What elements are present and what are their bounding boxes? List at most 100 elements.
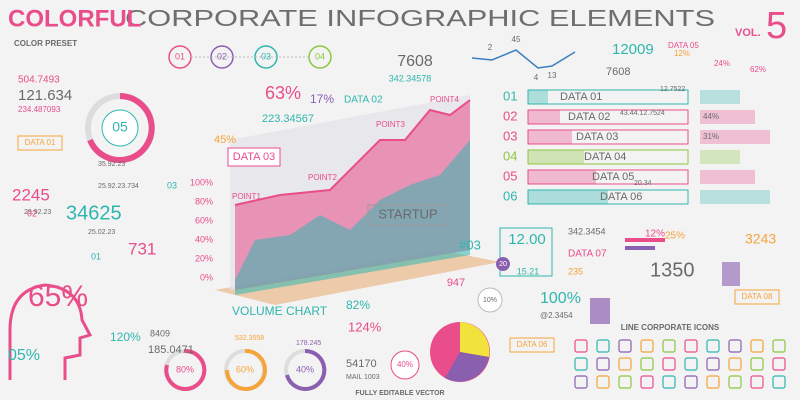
row-number: 04	[503, 148, 517, 163]
vol: VOL.	[735, 27, 761, 39]
value: 2	[488, 43, 493, 52]
value: 34625	[66, 202, 122, 224]
value: 731	[128, 239, 156, 258]
row-box	[527, 89, 689, 105]
line-icon	[574, 375, 588, 389]
value: POINT3	[376, 120, 405, 129]
badge: 20	[499, 261, 507, 268]
highlight: COLORFUL	[8, 5, 141, 32]
value: 12%	[674, 49, 690, 58]
num-c: 1350	[650, 259, 695, 281]
row-label: DATA 01	[560, 91, 602, 103]
row-box	[527, 189, 689, 205]
row-label: DATA 06	[600, 191, 642, 203]
startup: STARTUP	[378, 206, 437, 221]
pct-a: 12%	[645, 229, 665, 240]
line-icon	[596, 357, 610, 371]
value: POINT4	[430, 95, 459, 104]
pct-circle	[390, 350, 420, 380]
ring-inner	[101, 109, 139, 147]
value: 234.487093	[18, 105, 61, 114]
line-icon	[684, 357, 698, 371]
handle: @2.3454	[540, 311, 573, 320]
pct-45: 45%	[214, 134, 236, 146]
side-bar	[700, 190, 770, 204]
pink-line	[234, 99, 471, 206]
num-d: 7608	[606, 66, 630, 78]
data-08: DATA 08	[742, 292, 773, 301]
line-icon	[684, 339, 698, 353]
side-bar	[700, 90, 740, 104]
line-icon	[662, 339, 676, 353]
value: 62%	[750, 65, 766, 74]
value: 31%	[703, 132, 719, 141]
line-icon	[728, 375, 742, 389]
row-label: DATA 03	[576, 131, 618, 143]
row-fill	[528, 150, 584, 164]
line-icon	[574, 339, 588, 353]
value: 43.44.12.7524	[620, 110, 665, 117]
data-box	[227, 147, 281, 167]
phone-icon	[590, 298, 610, 324]
side-bar	[700, 150, 740, 164]
row-label: DATA 05	[592, 171, 634, 183]
value: 03	[261, 51, 271, 61]
value: 44%	[703, 112, 719, 121]
row-fill	[528, 170, 596, 184]
line-icon	[684, 375, 698, 389]
caption: 178.245	[296, 340, 321, 347]
line-icon	[772, 339, 786, 353]
data-06: DATA 06	[517, 340, 548, 349]
value: 40%	[296, 364, 314, 374]
value: 01	[175, 51, 185, 61]
ring-arc	[87, 93, 155, 163]
title: CORPORATE INFOGRAPHIC ELEMENTS	[125, 5, 715, 31]
bar	[625, 238, 665, 242]
bar	[625, 246, 655, 250]
value: 2245	[12, 185, 50, 204]
vol-number: 5	[766, 5, 787, 47]
line-icon	[640, 339, 654, 353]
value: 03	[167, 180, 177, 190]
teal-area	[235, 140, 470, 295]
line-icon	[574, 357, 588, 371]
data-box	[17, 135, 63, 151]
row-fill	[528, 190, 608, 204]
row-fill	[528, 130, 572, 144]
value: 504.7493	[18, 75, 60, 86]
line-icon	[706, 357, 720, 371]
pct-17: 17%	[310, 92, 334, 106]
line-icon	[596, 375, 610, 389]
value: POINT1	[232, 192, 261, 201]
num-b: 342.34578	[389, 73, 432, 83]
pct-circle	[477, 287, 503, 313]
pct-b: 05%	[8, 347, 40, 364]
value: 02	[27, 208, 37, 218]
row-number: 01	[503, 88, 517, 103]
pct-a: 120%	[110, 330, 141, 344]
line-icon	[662, 375, 676, 389]
pct-40: 40%	[397, 360, 413, 369]
value: 40%	[195, 234, 213, 244]
pct-10: 10%	[483, 297, 497, 304]
time-b: 15.21	[517, 266, 540, 276]
line-icon	[728, 339, 742, 353]
row-label: DATA 04	[584, 151, 626, 163]
row-box	[527, 129, 689, 145]
mail-num: 54170	[346, 358, 377, 370]
row-number: 03	[503, 128, 517, 143]
line-icon	[772, 357, 786, 371]
value: 29.92.23	[24, 209, 51, 216]
line-icon	[640, 375, 654, 389]
pie-slice	[445, 352, 489, 382]
line-icon	[640, 357, 654, 371]
num-a: 7608	[397, 53, 433, 70]
data-box	[509, 337, 555, 353]
value: 20%	[195, 253, 213, 263]
startup-box	[367, 204, 449, 226]
data-01: DATA 01	[25, 138, 56, 147]
head-pct: 65%	[28, 280, 88, 313]
value: 25.02.23	[88, 229, 115, 236]
num-b: 235	[568, 266, 583, 276]
side-bar	[700, 130, 770, 144]
